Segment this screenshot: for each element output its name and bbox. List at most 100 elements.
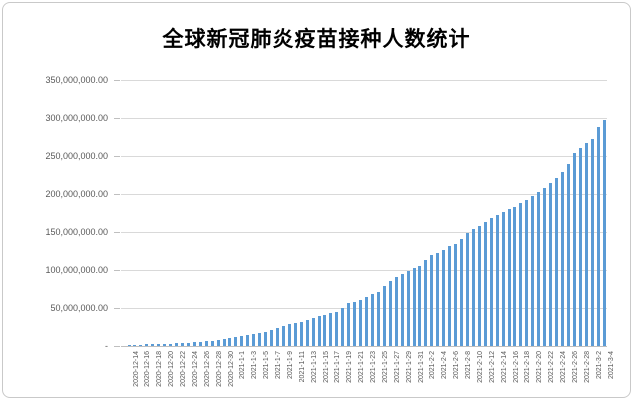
data-bar (388, 281, 392, 346)
data-bar (175, 343, 178, 346)
data-bar (418, 266, 422, 346)
data-bar (133, 345, 137, 346)
x-axis-line (121, 346, 607, 347)
x-axis-label: 2021-1-3 (251, 351, 259, 380)
data-bar (602, 120, 606, 346)
data-bar (584, 143, 588, 346)
data-bar (127, 345, 131, 346)
data-bar (281, 326, 285, 346)
data-bar (448, 246, 452, 346)
data-bar (519, 203, 523, 346)
x-axis-label: 2021-2-2 (429, 351, 437, 380)
x-axis-label: 2021-1-15 (322, 351, 330, 383)
x-axis-label: 2021-1-29 (405, 351, 413, 383)
y-axis-label: 250,000,000.00 (45, 151, 108, 161)
data-bar (460, 238, 463, 346)
data-bar (543, 187, 547, 346)
y-axis-label: 100,000,000.00 (45, 265, 108, 275)
gridline (121, 80, 607, 81)
x-axis-label: 2021-2-8 (465, 351, 472, 380)
x-axis-label: 2021-2-4 (441, 351, 449, 380)
data-bar (590, 138, 594, 346)
data-bar (382, 285, 386, 346)
data-bar (151, 344, 155, 346)
x-axis-label: 2021-2-22 (548, 351, 556, 383)
data-bar (163, 343, 167, 346)
gridline (121, 232, 607, 233)
y-axis-tick (114, 194, 120, 195)
x-axis-label: 2021-1-19 (346, 351, 354, 383)
y-axis-label: 350,000,000.00 (45, 75, 108, 85)
gridline (121, 118, 607, 119)
data-bar (275, 328, 279, 346)
x-axis-label: 2021-2-14 (500, 351, 508, 383)
data-bar (578, 147, 582, 346)
x-axis-label: 2021-1-9 (286, 351, 294, 380)
data-bar (139, 344, 143, 346)
data-bar (186, 342, 190, 346)
data-bar (341, 308, 345, 346)
data-bar (169, 343, 173, 346)
data-bar (471, 229, 475, 346)
y-axis-tick (114, 346, 120, 347)
x-axis-label: 2021-2-26 (571, 351, 579, 383)
x-axis-label: 2021-1-7 (275, 351, 282, 380)
data-bar (477, 225, 481, 346)
data-bar (365, 296, 368, 346)
y-axis-tick (114, 80, 120, 81)
data-bar (192, 342, 196, 346)
data-bar (525, 199, 529, 346)
y-axis-label: 200,000,000.00 (45, 189, 108, 199)
data-bar (198, 341, 202, 346)
y-axis-tick (114, 118, 120, 119)
data-bar (560, 172, 564, 346)
x-axis-label: 2021-2-24 (560, 351, 567, 383)
data-bar (531, 195, 535, 346)
y-axis-label: 50,000,000.00 (50, 303, 108, 313)
x-axis-label: 2021-2-18 (524, 351, 532, 383)
data-bar (406, 270, 410, 346)
data-bar (572, 152, 576, 346)
data-bar (347, 302, 351, 346)
data-bar (323, 315, 327, 346)
x-axis-label: 2021-1-21 (358, 351, 366, 383)
data-bar (335, 312, 339, 346)
x-axis-label: 2021-1-31 (417, 351, 425, 383)
data-bar (299, 321, 303, 346)
data-bar (430, 254, 434, 346)
data-bar (537, 192, 541, 346)
data-bar (370, 294, 374, 346)
y-axis-tick (114, 270, 120, 271)
x-axis-label: 2020-12-26 (203, 351, 211, 387)
x-axis-label: 2021-2-12 (488, 351, 496, 383)
x-axis-label: 2020-12-24 (191, 351, 199, 387)
data-bar (513, 206, 517, 346)
data-bar (246, 335, 250, 346)
data-bar (204, 341, 208, 346)
data-bar (400, 273, 404, 346)
data-bar (264, 331, 268, 346)
data-bar (222, 339, 226, 346)
y-axis-tick (114, 156, 120, 157)
x-axis-label: 2020-12-28 (215, 351, 223, 387)
data-bar (180, 342, 184, 346)
y-axis-tick (114, 308, 120, 309)
gridline (121, 194, 607, 195)
data-bar (555, 178, 558, 346)
data-bar (228, 338, 232, 346)
y-axis-tick (114, 232, 120, 233)
data-bar (210, 340, 214, 346)
data-bar (424, 259, 428, 346)
x-axis-label: 2021-1-5 (263, 351, 271, 380)
x-axis-label: 2021-3-4 (607, 351, 615, 380)
gridline (121, 156, 607, 157)
x-axis-label: 2020-12-14 (132, 351, 140, 387)
data-bar (394, 277, 398, 346)
data-bar (483, 221, 487, 346)
data-bar (376, 291, 380, 346)
x-axis-label: 2021-1-17 (334, 351, 342, 383)
y-axis-label: 300,000,000.00 (45, 113, 108, 123)
data-bar (412, 267, 416, 346)
